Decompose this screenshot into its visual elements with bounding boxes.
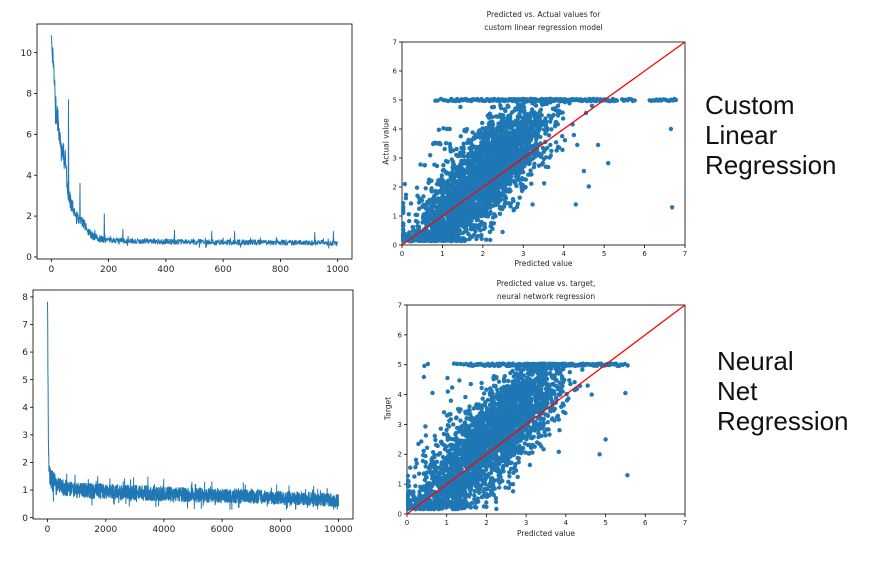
identity-line — [406, 304, 686, 515]
y-tick-label: 2 — [393, 183, 397, 191]
x-tick-label: 4 — [564, 519, 569, 527]
x-tick-label: 0 — [400, 250, 404, 258]
nn-loss-chart: 0 2000 4000 6000 8000 10000 0 1 2 3 4 5 6 7 8 — [22, 289, 354, 535]
y-tick-label: 4 — [26, 171, 32, 181]
label-neural-line3: Regression — [717, 406, 849, 436]
y-tick-label: 1 — [22, 486, 28, 496]
y-tick-label: 2 — [26, 212, 32, 222]
scatter-points — [401, 96, 679, 244]
x-tick-label: 1 — [440, 250, 444, 258]
custom-scatter-xlabel: Predicted value — [514, 259, 573, 268]
y-tick-label: 6 — [26, 130, 32, 140]
custom-scatter-chart: 0 1 2 3 4 5 6 7 0 1 2 3 4 5 6 7 — [393, 38, 688, 258]
x-tick-label: 10000 — [324, 525, 353, 535]
x-tick-label: 3 — [524, 519, 528, 527]
x-tick-label: 1 — [444, 519, 448, 527]
label-neural-net-regression: Neural Net Regression — [717, 346, 849, 436]
y-tick-label: 0 — [393, 241, 397, 249]
y-tick-label: 4 — [22, 403, 28, 413]
identity-line — [401, 41, 686, 246]
x-tick-label: 6 — [643, 519, 648, 527]
x-tick-label: 2000 — [94, 525, 117, 535]
y-tick-label: 7 — [398, 301, 402, 309]
y-tick-label: 0 — [26, 253, 32, 263]
y-tick-label: 3 — [393, 154, 397, 162]
label-custom-linear-regression: Custom Linear Regression — [705, 90, 837, 180]
label-custom-line1: Custom — [705, 90, 795, 120]
y-tick-label: 10 — [21, 49, 33, 59]
y-tick-label: 7 — [22, 321, 28, 331]
custom-scatter-title-line2: custom linear regression model — [484, 23, 603, 32]
loss-curve — [47, 301, 339, 510]
x-tick-label: 5 — [603, 519, 607, 527]
y-tick-label: 4 — [398, 391, 403, 399]
x-tick-label: 1000 — [326, 265, 349, 275]
nn-scatter-ylabel: Target — [383, 396, 393, 421]
axes-frame — [401, 41, 686, 246]
x-tick-label: 4000 — [152, 525, 175, 535]
y-tick-label: 6 — [393, 67, 398, 75]
y-tick-label: 1 — [393, 212, 397, 220]
x-tick-label: 2 — [484, 519, 488, 527]
custom-scatter-ylabel: Actual value — [381, 118, 391, 165]
x-tick-label: 7 — [683, 250, 687, 258]
x-tick-label: 7 — [683, 519, 687, 527]
y-tick-label: 7 — [393, 38, 397, 46]
y-tick-label: 4 — [393, 125, 398, 133]
axes-frame — [32, 289, 354, 520]
nn-scatter-chart: 0 1 2 3 4 5 6 7 0 1 2 3 4 5 6 7 — [398, 301, 688, 527]
y-tick-label: 3 — [398, 421, 402, 429]
y-tick-label: 2 — [398, 451, 402, 459]
x-tick-label: 0 — [45, 525, 51, 535]
x-tick-label: 2 — [481, 250, 485, 258]
y-tick-label: 6 — [22, 348, 28, 358]
x-tick-label: 200 — [100, 265, 117, 275]
x-tick-label: 400 — [157, 265, 174, 275]
x-tick-label: 6 — [642, 250, 647, 258]
axes-frame — [406, 304, 686, 515]
x-tick-label: 6000 — [211, 525, 234, 535]
nn-scatter-xlabel: Predicted value — [516, 529, 576, 538]
y-tick-label: 1 — [398, 481, 402, 489]
y-tick-label: 5 — [398, 361, 402, 369]
nn-scatter-title-line2: neural network regression — [496, 292, 596, 301]
label-custom-line3: Regression — [705, 150, 837, 180]
x-tick-label: 5 — [602, 250, 606, 258]
custom-scatter-title-line1: Predicted vs. Actual values for — [486, 10, 601, 19]
y-tick-label: 6 — [398, 331, 403, 339]
y-tick-label: 5 — [393, 96, 397, 104]
y-tick-label: 3 — [22, 431, 28, 441]
scatter-points — [406, 361, 630, 512]
axes-frame — [36, 23, 353, 260]
loss-curve — [50, 35, 339, 249]
y-tick-label: 0 — [22, 514, 28, 524]
y-tick-label: 0 — [398, 510, 402, 518]
x-tick-label: 800 — [272, 265, 289, 275]
y-tick-label: 2 — [22, 459, 28, 469]
custom-loss-chart: 0 200 400 600 800 1000 0 2 4 6 8 10 — [21, 23, 353, 275]
y-tick-label: 5 — [22, 376, 28, 386]
x-tick-label: 8000 — [269, 525, 292, 535]
label-custom-line2: Linear — [705, 120, 778, 150]
x-tick-label: 4 — [561, 250, 566, 258]
y-tick-label: 8 — [26, 90, 32, 100]
x-tick-label: 0 — [405, 519, 409, 527]
x-tick-label: 3 — [521, 250, 525, 258]
y-tick-label: 8 — [22, 293, 28, 303]
label-neural-line2: Net — [717, 376, 758, 406]
label-neural-line1: Neural — [717, 346, 794, 376]
nn-scatter-title-line1: Predicted value vs. target, — [496, 279, 596, 288]
x-tick-label: 600 — [215, 265, 232, 275]
custom-scatter-title: Predicted vs. Actual values for custom l… — [402, 8, 685, 34]
x-tick-label: 0 — [48, 265, 54, 275]
nn-scatter-title: Predicted value vs. target, neural netwo… — [407, 277, 685, 303]
